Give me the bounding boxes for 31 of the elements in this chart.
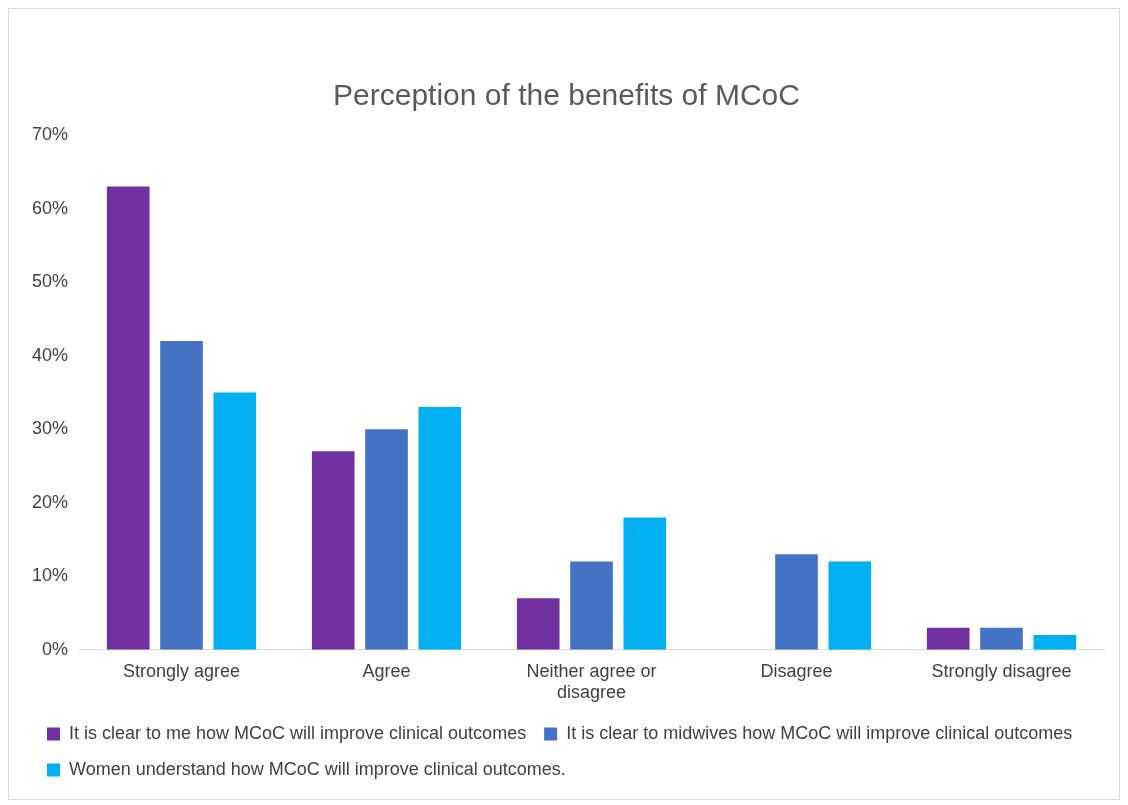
bar — [160, 340, 203, 650]
bar — [213, 392, 257, 650]
y-tick-label: 40% — [32, 344, 69, 365]
bar — [828, 561, 872, 650]
bar — [311, 451, 355, 650]
bar — [365, 429, 408, 650]
x-tick-label: Strongly disagree — [931, 660, 1072, 681]
bar — [623, 517, 667, 650]
bar — [1033, 635, 1077, 650]
bar — [980, 627, 1023, 650]
x-tick-label: Agree — [362, 660, 411, 681]
chart-title: Perception of the benefits of MCoC — [333, 78, 800, 112]
y-tick-label: 60% — [32, 197, 69, 218]
legend-label: It is clear to me how MCoC will improve clinical outcomes — [69, 722, 527, 743]
bar — [775, 554, 818, 650]
legend-label: It is clear to midwives how MCoC will improve clinical outcomes — [566, 722, 1073, 743]
y-tick-label: 50% — [32, 271, 69, 292]
x-tick-label: Neither agree or disagree — [526, 660, 657, 703]
x-tick-label: Strongly agree — [122, 660, 241, 681]
y-tick-label: 10% — [32, 565, 69, 586]
y-tick-label: 30% — [32, 418, 69, 439]
y-tick-label: 70% — [32, 123, 69, 144]
bar — [418, 407, 462, 650]
bar — [926, 627, 970, 650]
y-tick-label: 20% — [32, 491, 69, 512]
legend-label: Women understand how MCoC will improve clinical outcomes. — [69, 758, 566, 779]
y-tick-label: 0% — [42, 638, 69, 659]
bar — [106, 186, 150, 650]
bar — [516, 598, 560, 650]
bar — [570, 561, 613, 650]
x-tick-label: Disagree — [760, 660, 833, 681]
